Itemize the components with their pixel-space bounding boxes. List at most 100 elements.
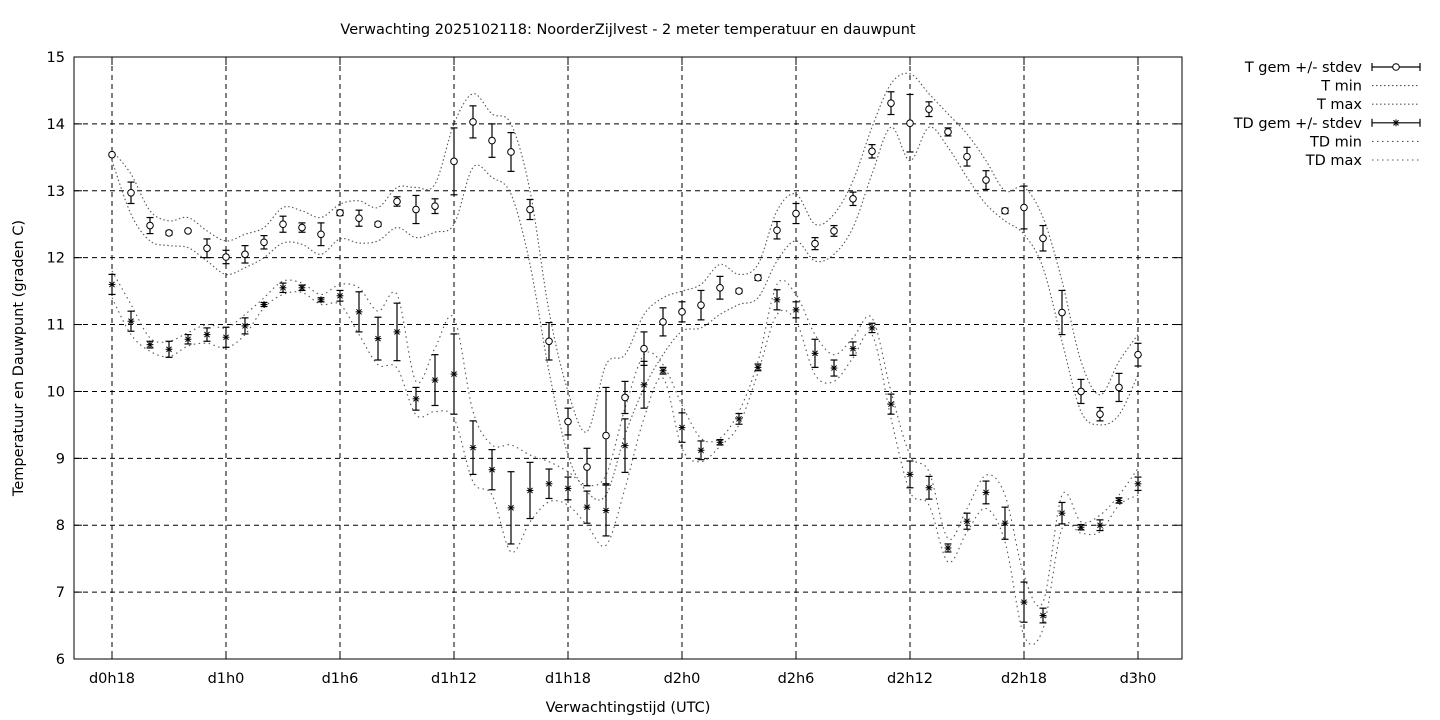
t-gem-stdev-point	[317, 230, 325, 239]
t-gem-stdev-point	[1096, 410, 1104, 418]
y-tick-label: 10	[47, 384, 65, 400]
t-gem-stdev-point	[678, 308, 686, 316]
x-tick-label: d2h0	[664, 671, 701, 687]
t-gem-stdev-point	[450, 157, 458, 166]
td-gem-stdev-point	[583, 503, 591, 511]
t-gem-stdev-point	[545, 337, 553, 346]
t-gem-stdev-point	[1001, 207, 1009, 215]
t-gem-stdev-point	[412, 205, 420, 214]
t-gem-stdev-point	[868, 147, 876, 156]
t-gem-stdev-point	[336, 209, 344, 217]
legend-label: T min	[1320, 79, 1362, 95]
td-gem-stdev-point	[526, 487, 534, 494]
x-tick-label: d2h18	[1001, 671, 1047, 687]
td-gem-stdev-point	[678, 424, 686, 431]
chart-title: Verwachting 2025102118: NoorderZijlvest …	[340, 22, 915, 38]
t-gem-stdev-point	[393, 197, 401, 206]
td-gem-stdev-point	[1134, 480, 1142, 488]
x-tick-label: d1h6	[322, 671, 359, 687]
legend-item-td-gem-stdev: TD gem +/- stdev	[1233, 116, 1421, 132]
t-gem-stdev-point	[659, 318, 667, 326]
t-gem-stdev-point	[374, 220, 382, 229]
td-gem-stdev-point	[1020, 598, 1028, 606]
t-gem-stdev-point	[583, 463, 591, 471]
td-gem-stdev-point	[640, 381, 648, 389]
legend-label: TD gem +/- stdev	[1233, 116, 1363, 132]
x-tick-label: d0h18	[89, 671, 135, 687]
td-gem-stdev-point	[564, 485, 572, 492]
td-gem-stdev-point	[982, 489, 990, 496]
x-tick-label: d1h18	[545, 671, 591, 687]
td-gem-stdev-point	[165, 345, 173, 353]
td-gem-stdev-point	[792, 306, 800, 314]
td-gem-stdev-point	[1077, 523, 1085, 531]
legend: T gem +/- stdev T min T max TD gem +/- stde…	[1233, 60, 1421, 169]
x-tick-labels: d0h18 d1h0 d1h6 d1h12 d1h18 d2h0 d2h6 d2h12 d2h1…	[89, 671, 1156, 687]
t-gem-stdev-point	[526, 205, 534, 214]
td-gem-stdev-point	[754, 363, 762, 371]
t-gem-stdev-point	[811, 239, 819, 248]
t-gem-stdev-point	[944, 128, 952, 136]
td-gem-stdev-point	[963, 517, 971, 525]
t-gem-stdev-point	[222, 253, 230, 261]
td-gem-stdev-point	[184, 335, 192, 343]
x-tick-label: d2h12	[887, 671, 933, 687]
t-gem-stdev-point	[640, 344, 648, 353]
x-tick-label: d1h0	[208, 671, 245, 687]
t-gem-stdev-point	[754, 273, 762, 282]
t-gem-stdev-point	[849, 195, 857, 203]
t-gem-stdev-point	[1115, 383, 1123, 392]
td-gem-stdev-point	[355, 308, 363, 316]
t-gem-stdev-point	[925, 105, 933, 113]
t-gem-stdev-point	[602, 431, 610, 440]
t-gem-stdev-point	[165, 229, 173, 237]
y-tick-label: 15	[47, 50, 65, 66]
legend-item-t-gem-stdev: T gem +/- stdev	[1244, 60, 1421, 76]
td-gem-stdev-point	[507, 504, 515, 512]
t-gem-stdev-point	[982, 176, 990, 184]
td-gem-stdev-point	[1001, 519, 1009, 527]
t-gem-stdev-point	[1020, 203, 1028, 212]
td-gem-stdev-point	[317, 296, 325, 304]
td-gem-stdev-point	[488, 466, 496, 474]
td-gem-stdev-point	[868, 324, 876, 332]
legend-label: T max	[1316, 97, 1362, 113]
t-gem-stdev-point	[735, 287, 743, 295]
td-gem-stdev-point	[1096, 521, 1104, 529]
y-axis-label: Temperatuur en Dauwpunt (graden C)	[11, 220, 27, 497]
legend-item-td-min: TD min	[1309, 134, 1420, 150]
td-gem-stdev-point	[469, 444, 477, 452]
axis-ticks	[74, 56, 1182, 660]
t-gem-stdev-point	[792, 209, 800, 218]
td-gem-stdev-point	[906, 470, 914, 478]
y-tick-label: 13	[47, 184, 65, 200]
legend-item-t-max: T max	[1316, 97, 1420, 113]
t-gem-stdev-point	[469, 118, 477, 126]
x-tick-label: d1h12	[431, 671, 477, 687]
td-gem-stdev-point	[545, 480, 553, 488]
t-gem-stdev-point	[887, 99, 895, 107]
y-tick-label: 6	[56, 652, 65, 668]
td-gem-stdev-point	[241, 322, 249, 330]
legend-label: TD max	[1305, 153, 1363, 169]
td-gem-stdev-point	[697, 446, 705, 454]
t-gem-stdev-point	[963, 152, 971, 161]
td-gem-stdev-point	[887, 400, 895, 408]
grid-lines	[74, 57, 1182, 659]
legend-label: T gem +/- stdev	[1244, 60, 1363, 76]
t-gem-stdev-point	[146, 221, 154, 230]
td-gem-stdev-point	[450, 370, 458, 378]
t-gem-stdev-point	[697, 301, 705, 309]
td-gem-stdev-point	[260, 301, 268, 308]
td-gem-stdev-point	[336, 292, 344, 300]
t-gem-stdev-point	[108, 150, 116, 159]
td-gem-stdev-point	[830, 364, 838, 372]
td-gem-stdev-point	[374, 335, 382, 343]
legend-item-td-max: TD max	[1305, 153, 1420, 169]
t-gem-stdev-point	[507, 148, 515, 156]
data-markers	[108, 99, 1142, 619]
t-gem-stdev-point	[716, 283, 724, 292]
td-gem-stdev-point	[1058, 509, 1066, 517]
t-gem-stdev-point	[298, 223, 306, 232]
plot-frame	[73, 56, 1183, 660]
